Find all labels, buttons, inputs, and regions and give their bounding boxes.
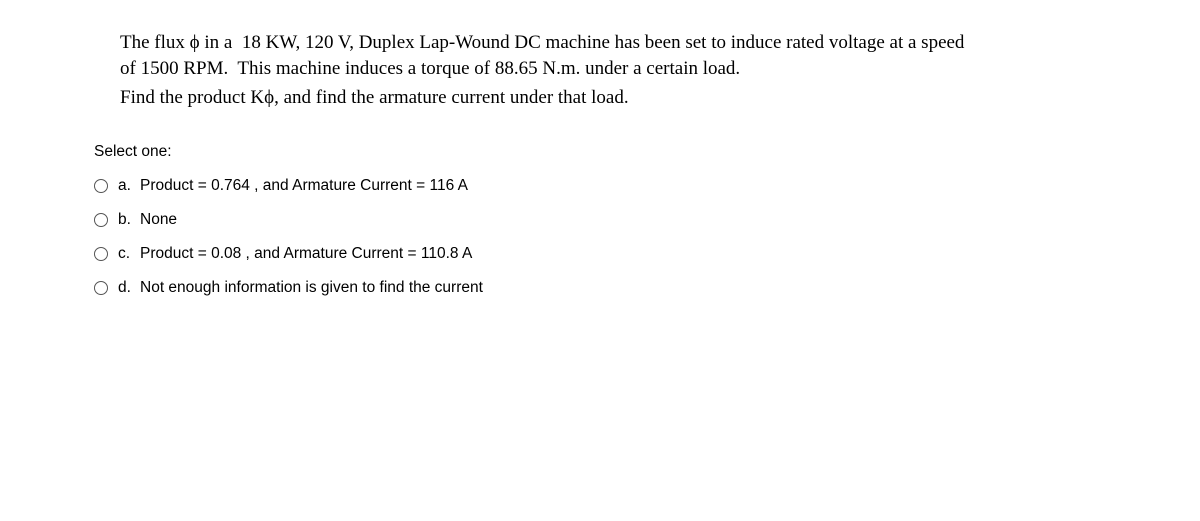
option-c-radio[interactable] [94, 247, 108, 261]
option-b-radio[interactable] [94, 213, 108, 227]
option-d[interactable]: d. Not enough information is given to fi… [94, 271, 1200, 305]
option-text: Product = 0.764 , and Armature Current =… [140, 177, 1200, 195]
option-text: None [140, 211, 1200, 229]
select-one-label: Select one: [94, 143, 1200, 161]
option-a[interactable]: a. Product = 0.764 , and Armature Curren… [94, 169, 1200, 203]
option-text: Not enough information is given to find … [140, 279, 1200, 297]
question-stem: The flux ϕ in a 18 KW, 120 V, Duplex Lap… [120, 30, 980, 111]
options-list: a. Product = 0.764 , and Armature Curren… [94, 169, 1200, 305]
option-a-radio[interactable] [94, 179, 108, 193]
option-d-radio[interactable] [94, 281, 108, 295]
option-text: Product = 0.08 , and Armature Current = … [140, 245, 1200, 263]
option-letter: a. [118, 177, 140, 195]
option-b[interactable]: b. None [94, 203, 1200, 237]
option-c[interactable]: c. Product = 0.08 , and Armature Current… [94, 237, 1200, 271]
option-letter: b. [118, 211, 140, 229]
stem-line-1: The flux ϕ in a 18 KW, 120 V, Duplex Lap… [120, 30, 980, 81]
option-letter: d. [118, 279, 140, 297]
stem-line-2: Find the product Kϕ, and find the armatu… [120, 85, 980, 111]
option-letter: c. [118, 245, 140, 263]
question-container: The flux ϕ in a 18 KW, 120 V, Duplex Lap… [0, 0, 1200, 521]
